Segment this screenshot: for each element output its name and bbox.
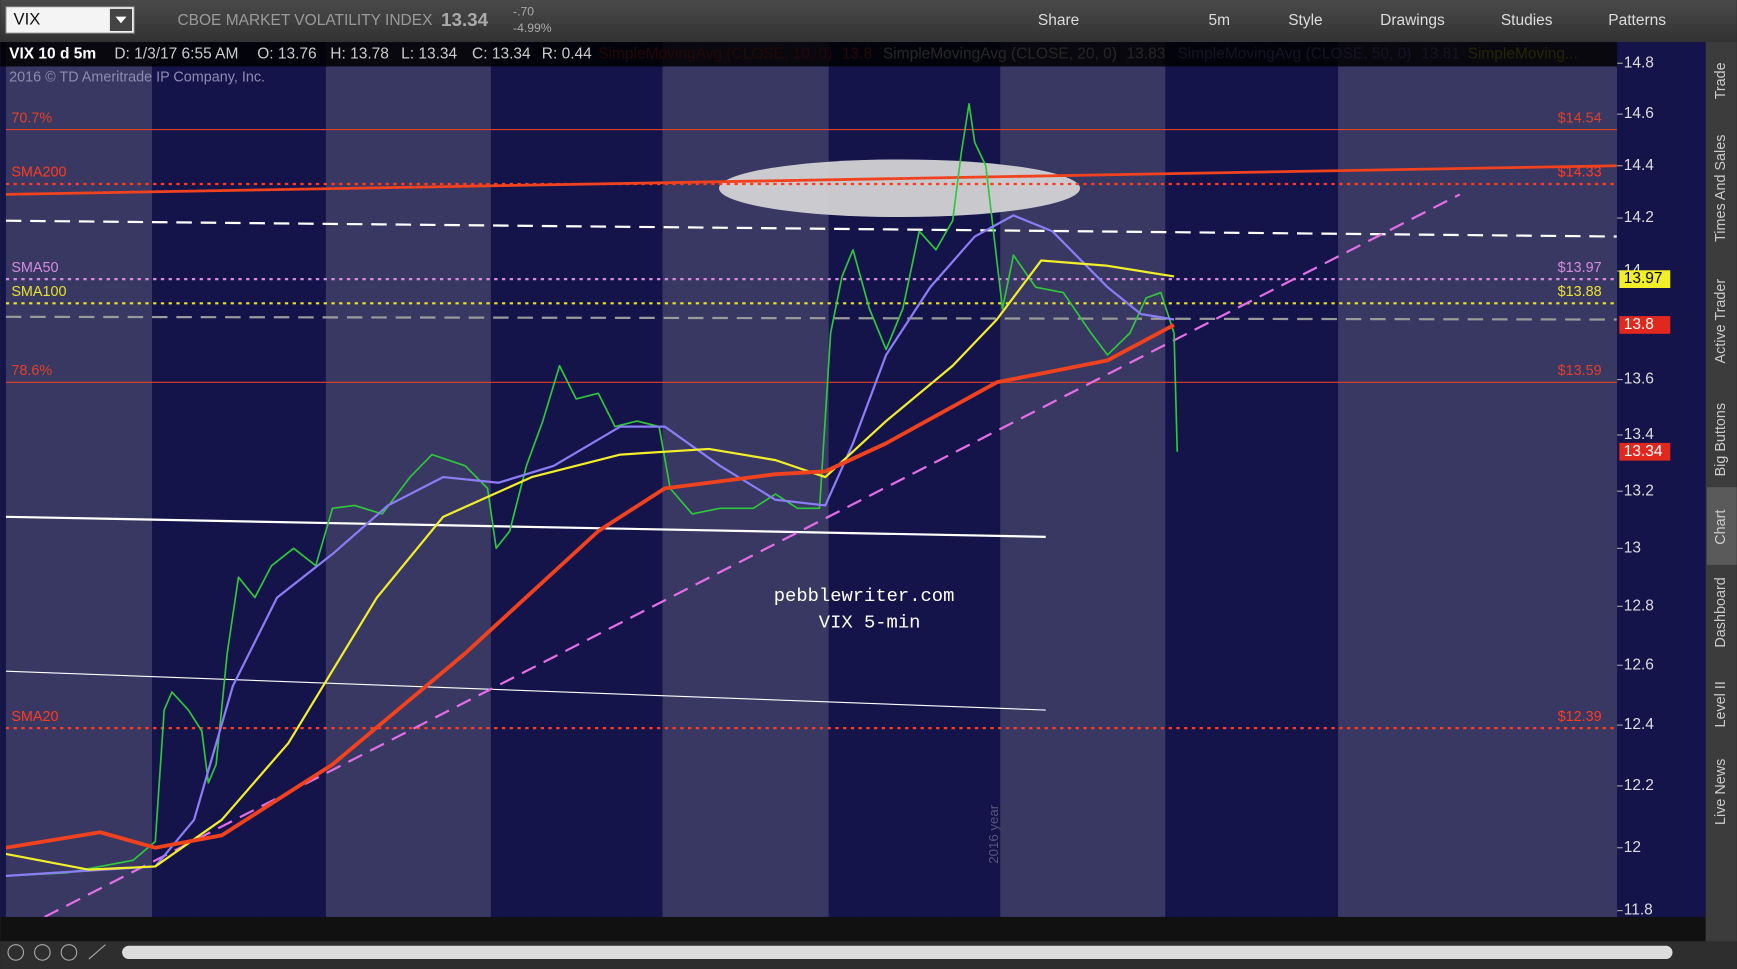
change: -.70 (513, 4, 534, 18)
trendline (5, 515, 1046, 538)
side-tab[interactable]: Live News (1713, 759, 1729, 825)
change-percent: -4.99% (513, 21, 552, 35)
date: D: 1/3/17 6:55 AM (114, 45, 238, 62)
dropdown-arrow (115, 16, 127, 24)
active-tab (1706, 487, 1737, 565)
y-tick-label: 14.6 (1624, 105, 1654, 122)
y-tick-label: 12.8 (1624, 597, 1654, 614)
session-band (5, 42, 152, 917)
annotation: VIX 5-min (819, 611, 921, 633)
y-tick-label: 12.4 (1624, 716, 1655, 733)
level-price: $14.33 (1558, 165, 1602, 181)
level-label: 70.7% (11, 110, 52, 126)
toolbar-button-label: Patterns (1608, 12, 1666, 29)
side-tab[interactable]: Times And Sales (1713, 135, 1729, 242)
side-tabs: Trade Times And Sales Active Trader Big But… (1706, 62, 1737, 825)
range: R: 0.44 (542, 45, 592, 62)
low: L: 13.34 (401, 45, 457, 62)
zoom-out[interactable] (60, 944, 78, 961)
series-line (5, 259, 1175, 871)
level-label: 78.6% (11, 363, 52, 379)
y-tick-label: 13.4 (1624, 426, 1655, 443)
y-tick-label: 14.2 (1624, 209, 1654, 226)
y-tick-label: 12.6 (1624, 656, 1654, 673)
level-price: $13.88 (1558, 284, 1602, 300)
annotation: pebblewriter.com (774, 585, 955, 607)
level-label: SMA50 (11, 260, 58, 276)
y-tick-label: 12 (1624, 839, 1641, 856)
price-tag (1619, 270, 1671, 289)
side-tab[interactable]: Chart (1713, 510, 1729, 545)
scrollbar[interactable] (122, 945, 1673, 960)
highlight-ellipse (718, 159, 1081, 218)
open: O: 13.76 (257, 45, 316, 62)
toolbar-button-label: Drawings (1380, 12, 1445, 29)
toolbar-button-label: Style (1288, 12, 1322, 29)
level-price: $14.54 (1558, 110, 1602, 126)
trendline (5, 164, 1617, 196)
trendline (44, 193, 1461, 917)
trendline (5, 219, 1617, 238)
price-tag (1619, 316, 1671, 334)
zoom-button[interactable] (7, 944, 25, 961)
trendline (5, 670, 1046, 711)
level-label: SMA200 (11, 165, 66, 181)
y-tick-label: 11.8 (1624, 902, 1653, 919)
level-label: SMA100 (11, 284, 66, 300)
y-tick-label: 14.8 (1624, 54, 1654, 71)
price-tag-label: 13.34 (1624, 443, 1663, 460)
price-axis (1617, 42, 1706, 917)
series-line (5, 214, 1175, 877)
toolbar-button-label: 5m (1208, 12, 1230, 29)
y-tick-label: 12.2 (1624, 777, 1654, 794)
toolbar-buttons: Share 5m Style Drawings Studies Patterns (1038, 4, 1666, 37)
toolbar-button-label: Share (1038, 12, 1079, 29)
last-price: 13.34 (441, 9, 489, 30)
chart-id: VIX 10 d 5m (9, 45, 96, 62)
session-band (1338, 42, 1618, 917)
level-price: $12.39 (1558, 709, 1602, 725)
draw-tool[interactable] (88, 944, 106, 960)
side-tab[interactable]: Trade (1713, 62, 1729, 99)
price-tag (1619, 442, 1671, 461)
y-tick-label: 13.6 (1624, 371, 1654, 388)
toolbar-button-label: Studies (1501, 12, 1553, 29)
y-tick-label: 13 (1624, 539, 1641, 556)
price-tag-label: 13.8 (1624, 316, 1654, 333)
level-label: SMA20 (11, 709, 58, 725)
side-tab[interactable]: Active Trader (1713, 279, 1729, 364)
time-axis (0, 916, 1706, 942)
series-line (5, 323, 1175, 850)
info-bar (0, 42, 1618, 67)
toolbar (0, 0, 1737, 43)
side-tab[interactable]: Big Buttons (1713, 403, 1729, 477)
watermark: 2016 year (986, 804, 1001, 864)
level-price: $13.59 (1558, 363, 1602, 379)
level-price: $13.97 (1558, 260, 1602, 276)
copyright: 2016 © TD Ameritrade IP Company, Inc. (9, 69, 265, 85)
side-tab[interactable]: Dashboard (1713, 577, 1729, 647)
close: C: 13.34 (472, 45, 531, 62)
zoom-in[interactable] (34, 944, 51, 961)
series-line (5, 103, 1179, 877)
side-tab[interactable]: Level II (1713, 681, 1729, 727)
y-tick-label: 14.4 (1624, 157, 1655, 174)
toolbar-button[interactable] (1175, 4, 1213, 37)
description: CBOE MARKET VOLATILITY INDEX (177, 12, 433, 29)
trendline (5, 315, 1617, 321)
plot: 2016 year (5, 103, 1618, 917)
high: H: 13.78 (330, 45, 389, 62)
price-tag-label: 13.97 (1624, 270, 1663, 287)
symbol: VIX (14, 9, 41, 28)
y-tick-label: 13.2 (1624, 482, 1654, 499)
